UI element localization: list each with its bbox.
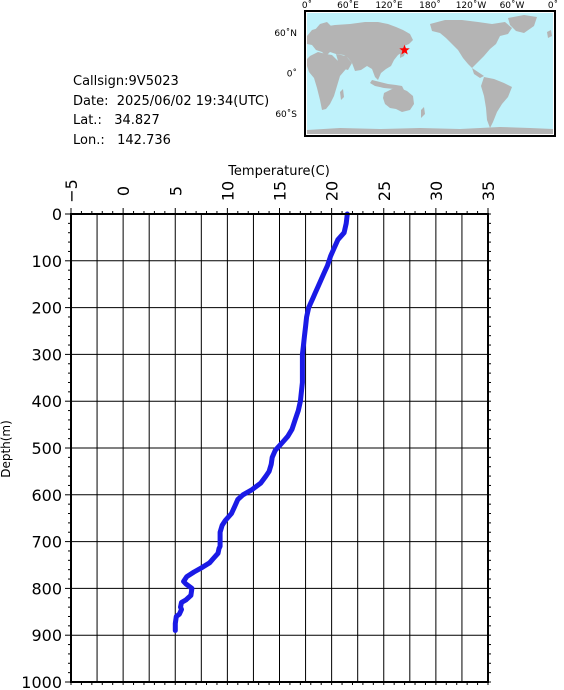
land-central-america — [472, 68, 484, 78]
map-lat-label: 60˚S — [275, 109, 297, 120]
y-tick-labels: 0 100 200 300 400 500 600 700 800 900 1000 — [21, 205, 62, 690]
lat-label: Lat.: — [73, 113, 102, 128]
y-tick-label: 1000 — [21, 673, 62, 690]
y-axis-label: Depth(m) — [0, 420, 13, 478]
float-location-marker — [399, 44, 410, 55]
y-tick-label: 200 — [31, 299, 62, 318]
date-label: Date: — [73, 93, 109, 109]
map-lon-label: 120˚W — [456, 0, 487, 11]
land-uk — [547, 30, 552, 38]
land-south-america — [481, 77, 512, 128]
lon-value: 142.736 — [117, 132, 171, 148]
x-tick-label: 25 — [375, 181, 394, 201]
land-africa — [307, 52, 346, 110]
map-lat-label: 60˚N — [274, 28, 297, 39]
callsign-value: 9V5023 — [128, 74, 179, 89]
land-australia — [383, 88, 414, 112]
y-tick-label: 500 — [31, 439, 62, 458]
x-tick-label: 15 — [271, 181, 290, 201]
lat-value: 34.827 — [114, 113, 160, 128]
x-tick-label: 35 — [479, 181, 498, 201]
map-latitude-labels: 60˚N 0˚ 60˚S — [274, 28, 297, 120]
map-lat-label: 0˚ — [287, 69, 297, 80]
callsign-line: Callsign:9V5023 — [73, 72, 269, 92]
map-lon-label: 60˚E — [337, 0, 359, 11]
x-tick-label: 10 — [218, 181, 237, 201]
x-tick-label: 5 — [166, 186, 185, 196]
y-tick-label: 400 — [31, 392, 62, 411]
x-tick-label: 20 — [323, 181, 342, 201]
y-tick-label: 800 — [31, 579, 62, 598]
map-lon-label: 120˚E — [375, 0, 403, 11]
y-tick-label: 100 — [31, 252, 62, 271]
land-greenland — [508, 15, 537, 33]
map-lon-label: 60˚W — [500, 0, 525, 11]
land-arabia — [336, 54, 352, 70]
land-antarctica — [307, 127, 553, 134]
map-lon-label: 180˚ — [419, 0, 441, 11]
x-tick-label: 30 — [427, 181, 446, 201]
date-value: 2025/06/02 19:34(UTC) — [116, 93, 270, 109]
temperature-profile-line — [172, 211, 350, 633]
x-axis-label: Temperature(C) — [227, 164, 330, 179]
land-scandinavia — [314, 22, 331, 35]
land-indonesia — [370, 80, 404, 90]
y-tick-label: 900 — [31, 626, 62, 645]
lon-label: Lon.: — [73, 132, 105, 148]
map-lon-label: 0˚ — [548, 0, 558, 11]
y-tick-label: 600 — [31, 486, 62, 505]
y-tick-label: 300 — [31, 345, 62, 364]
land-madagascar — [340, 89, 344, 100]
land-north-america — [430, 20, 512, 68]
float-info-panel: Callsign:9V5023 Date: 2025/06/02 19:34(U… — [73, 72, 269, 150]
plot-frame — [70, 213, 489, 683]
map-land — [307, 15, 553, 134]
lon-line: Lon.: 142.736 — [73, 131, 269, 151]
lat-line: Lat.: 34.827 — [73, 111, 269, 131]
land-eurasia — [307, 22, 413, 80]
x-tick-label: 0 — [114, 186, 133, 196]
callsign-label: Callsign: — [73, 74, 129, 89]
land-new-zealand — [421, 107, 425, 118]
map-longitude-labels: 0˚ 60˚E 120˚E 180˚ 120˚W 60˚W 0˚ — [302, 0, 558, 11]
map-frame — [304, 10, 556, 137]
y-tick-label: 700 — [31, 533, 62, 552]
x-tick-label: −5 — [62, 179, 81, 203]
x-tick-labels: −5 0 5 10 15 20 25 30 35 — [62, 179, 498, 203]
y-tick-label: 0 — [52, 205, 62, 224]
date-line: Date: 2025/06/02 19:34(UTC) — [73, 92, 269, 112]
map-lon-label: 0˚ — [302, 0, 312, 11]
